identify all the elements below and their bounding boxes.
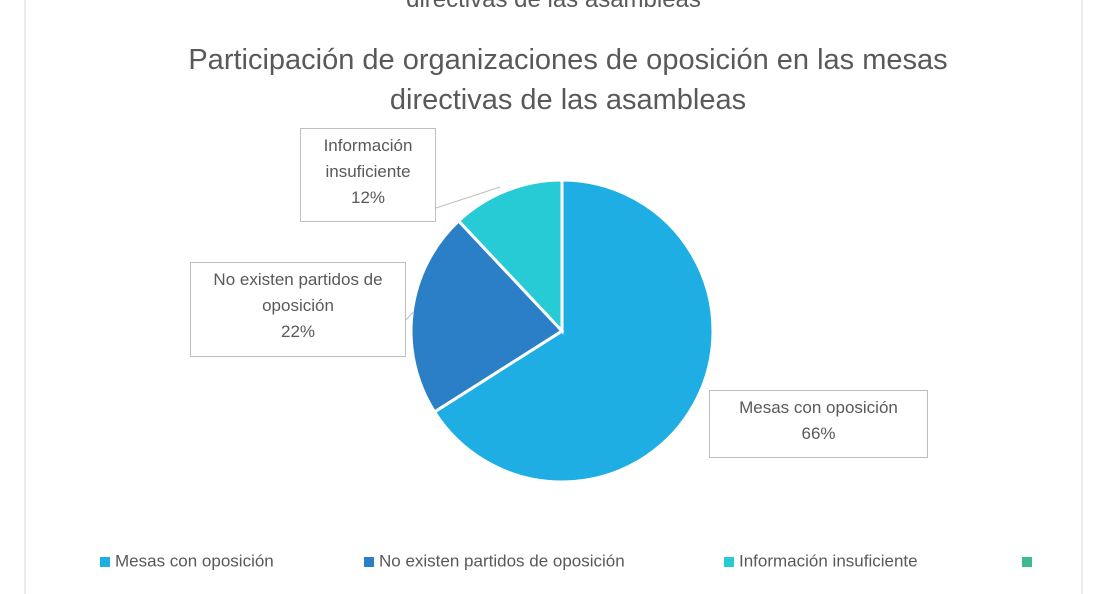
data-label-category: Información insuficiente xyxy=(323,136,413,181)
clipped-heading: directivas de las asambleas xyxy=(0,0,1107,14)
legend-swatch xyxy=(364,557,374,567)
legend-swatch xyxy=(1022,557,1032,567)
data-label-category: No existen partidos de oposición xyxy=(213,270,383,315)
pie-slice xyxy=(456,178,564,335)
legend-label: Información insuficiente xyxy=(739,551,918,570)
data-label-value: 66% xyxy=(801,424,836,443)
legend: Mesas con oposición No existen partidos d… xyxy=(100,551,1032,570)
leader-line xyxy=(435,186,501,209)
leader-line xyxy=(405,311,414,321)
data-label-value: 22% xyxy=(280,322,316,341)
legend-swatch xyxy=(724,557,734,567)
data-label-category: Mesas con oposición xyxy=(739,398,898,417)
pie xyxy=(409,178,715,484)
chart-frame xyxy=(24,0,1083,594)
legend-swatch xyxy=(100,557,110,567)
data-label: Información insuficiente 12% xyxy=(300,128,436,222)
legend-label: Mesas con oposición xyxy=(115,551,274,570)
pie-slice xyxy=(432,178,715,484)
chart-title: Participación de organizaciones de oposi… xyxy=(188,44,948,116)
data-label: No existen partidos de oposición 22% xyxy=(190,262,406,357)
data-label-value: 12% xyxy=(350,188,386,207)
legend-label: No existen partidos de oposición xyxy=(379,551,625,570)
data-label: Mesas con oposición 66% xyxy=(709,390,928,458)
